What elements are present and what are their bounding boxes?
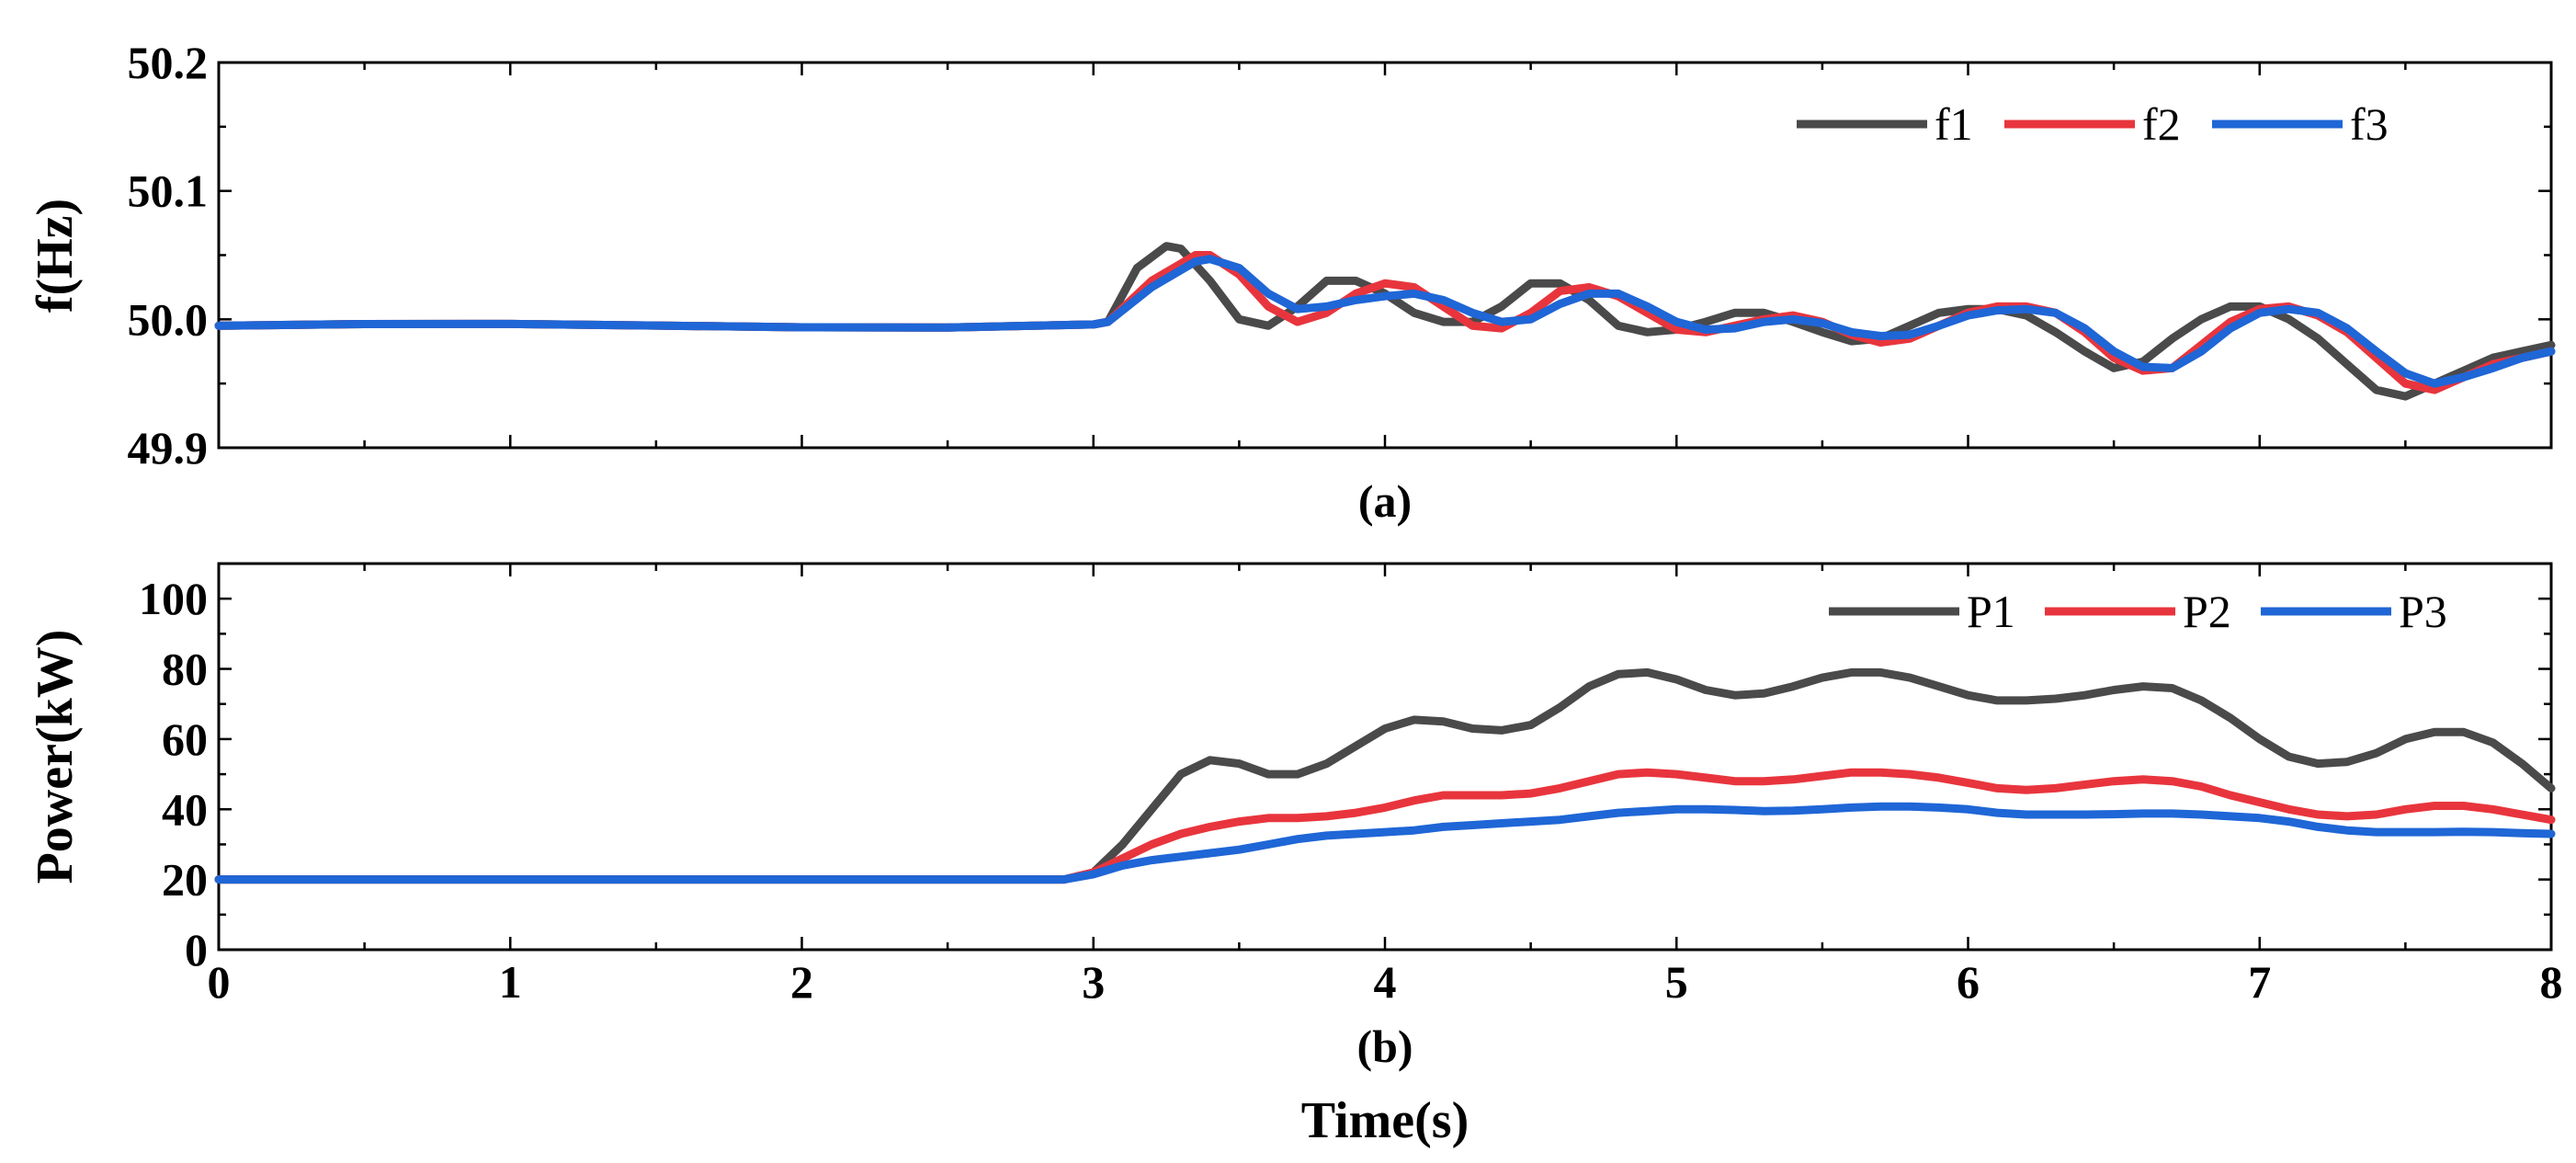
y-tick-label: 40	[162, 783, 208, 835]
x-tick-label: 3	[1082, 956, 1105, 1008]
y-tick-label: 0	[185, 924, 208, 975]
frequency-ticks: 49.9 50.0 50.1 50.2	[128, 37, 2553, 473]
legend-label-f2: f2	[2142, 98, 2181, 150]
y-tick-label: 49.9	[128, 422, 209, 473]
x-tick-label: 7	[2248, 956, 2271, 1008]
x-tick-label: 4	[1374, 956, 1397, 1008]
power-legend: P1 P2 P3	[1829, 586, 2447, 637]
frequency-panel: 49.9 50.0 50.1 50.2 f(Hz) (a) f1 f2 f3	[27, 37, 2556, 527]
power-y-axis-label: Power(kW)	[27, 630, 84, 884]
legend-label-p1: P1	[1967, 586, 2015, 637]
y-tick-label: 100	[139, 573, 208, 624]
legend-label-p2: P2	[2183, 586, 2231, 637]
y-tick-label: 50.2	[128, 37, 209, 88]
legend-label-f1: f1	[1935, 98, 1973, 150]
x-tick-label: 2	[790, 956, 813, 1008]
power-series	[214, 667, 2556, 884]
panel-label-b: (b)	[1356, 1020, 1413, 1072]
x-tick-label: 8	[2540, 956, 2563, 1008]
frequency-plot-frame	[217, 61, 2553, 450]
frequency-series	[214, 242, 2556, 401]
series-line-p3	[214, 802, 2556, 884]
x-tick-label: 6	[1957, 956, 1980, 1008]
legend-label-p3: P3	[2399, 586, 2447, 637]
series-line-p1	[214, 667, 2556, 884]
frequency-legend: f1 f2 f3	[1797, 98, 2389, 150]
series-line-f3	[214, 255, 2556, 388]
x-tick-label: 1	[499, 956, 522, 1008]
series-line-p2	[214, 768, 2556, 884]
y-tick-label: 60	[162, 713, 208, 765]
legend-label-f3: f3	[2350, 98, 2389, 150]
y-tick-label: 80	[162, 644, 208, 695]
panel-label-a: (a)	[1358, 475, 1412, 527]
frequency-y-axis-label: f(Hz)	[27, 199, 84, 313]
y-tick-label: 50.0	[128, 293, 209, 345]
x-axis-label: Time(s)	[1301, 1092, 1470, 1149]
y-tick-label: 50.1	[128, 165, 209, 217]
y-tick-label: 20	[162, 854, 208, 906]
x-tick-label: 0	[208, 956, 231, 1008]
x-tick-label: 5	[1665, 956, 1688, 1008]
